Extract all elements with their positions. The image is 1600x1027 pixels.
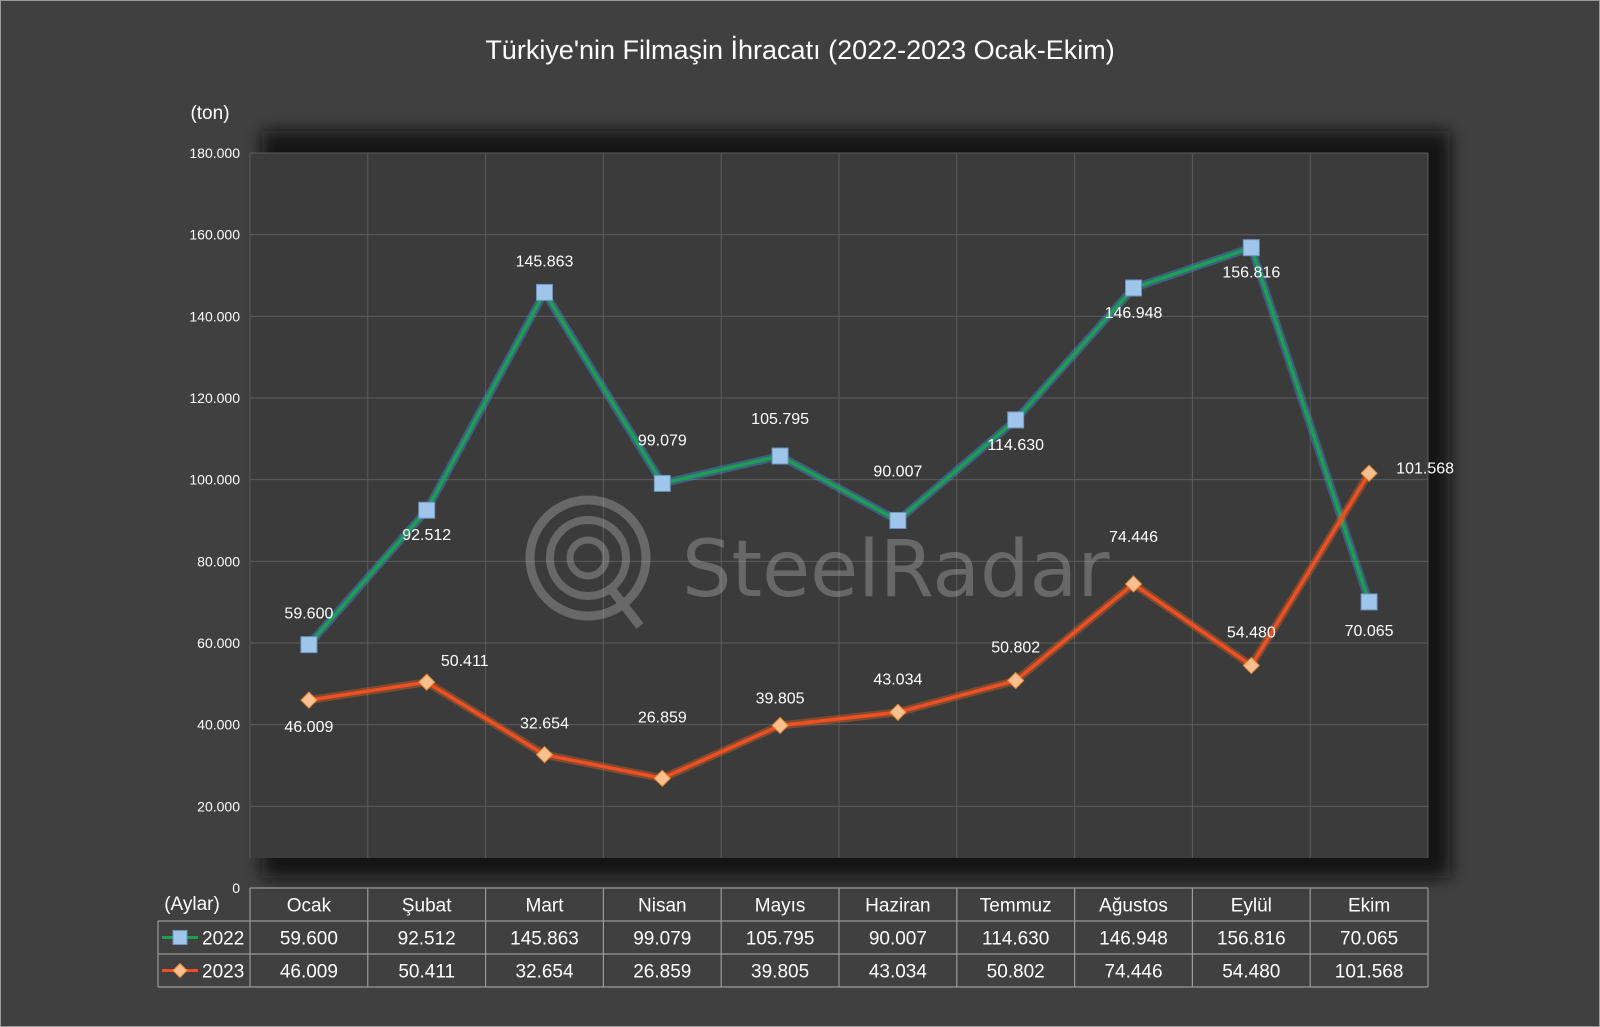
series-line-2023 [308,472,1371,781]
series-marker-2022 [418,501,436,519]
y-tick-label: 60.000 [197,635,240,651]
watermark-ring-outer [525,495,651,621]
x-tick-label: Şubat [402,896,452,917]
data-label-2022: 90.007 [873,463,922,480]
series-marker-2023 [1006,671,1025,690]
data-label-2022: 70.065 [1345,623,1394,640]
data-label-2023: 26.859 [638,709,687,726]
data-label-2023: 101.568 [1396,460,1454,477]
y-axis-label: (ton) [190,103,229,124]
table-cell-2022: 70.065 [1340,929,1398,950]
table-cell-2023: 50.802 [987,962,1045,983]
table-cell-2023: 101.568 [1335,962,1404,983]
y-tick-label: 20.000 [197,798,240,814]
y-tick-label: 80.000 [197,553,240,569]
legend-marker-2022 [172,930,188,945]
x-tick-label: Temmuz [980,896,1052,917]
data-label-2022: 114.630 [987,437,1044,454]
series-marker-2022 [1242,239,1260,257]
table-cell-2023: 43.034 [869,962,928,983]
y-tick-label: 120.000 [189,390,240,406]
watermark-ring-mid [546,516,630,600]
series-marker-2023 [417,673,436,691]
data-label-2023: 32.654 [520,716,569,733]
data-label-2022: 92.512 [402,527,451,544]
series-marker-2023 [889,703,907,721]
data-label-2023: 50.802 [991,640,1040,657]
data-label-2023: 50.411 [441,653,489,670]
series-marker-2023 [1242,656,1261,675]
table-cell-2023: 54.480 [1222,962,1280,983]
data-label-2022: 105.795 [751,411,809,428]
legend-marker-2023 [172,962,188,979]
x-tick-label: Nisan [638,896,687,917]
series-marker-2022 [771,447,789,465]
table-cell-2023: 50.411 [398,962,455,983]
y-tick-label: 40.000 [197,717,240,733]
x-tick-label: Mart [526,896,565,917]
table-cell-2022: 99.079 [633,929,691,950]
data-label-2023: 74.446 [1109,529,1158,546]
data-label-2022: 156.816 [1222,265,1280,282]
y-tick-label: 160.000 [189,227,240,243]
series-line-2022 [307,245,1371,646]
chart-title: Türkiye'nin Filmaşin İhracatı (2022-2023… [485,34,1114,65]
x-axis-label: (Aylar) [164,894,220,915]
x-tick-label: Ocak [287,896,332,917]
data-label-2022: 146.948 [1105,305,1163,322]
series-marker-2023 [300,691,318,709]
y-tick-label: 100.000 [189,472,240,488]
table-cell-2023: 32.654 [515,962,574,983]
table-cell-2022: 156.816 [1217,929,1286,950]
y-tick-label: 180.000 [189,145,240,161]
table-cell-2022: 145.863 [510,929,579,950]
series-marker-2022 [1125,279,1142,297]
table-cell-2022: 146.948 [1099,929,1168,950]
data-label-2023: 43.034 [873,671,922,688]
table-cell-2022: 59.600 [280,929,338,950]
table-cell-2023: 46.009 [280,962,338,983]
series-marker-2023 [771,716,789,735]
series-marker-2022 [889,511,907,529]
x-tick-label: Haziran [865,896,930,917]
y-tick-label: 0 [232,880,240,896]
series-marker-2022 [653,474,671,492]
legend-label-2022: 2022 [202,929,244,950]
table-cell-2023: 26.859 [633,962,691,983]
series-marker-2022 [1360,593,1378,611]
watermark-text: SteelRadar [682,525,1110,615]
data-label-2022: 99.079 [638,432,687,449]
series-marker-2022 [1007,411,1025,429]
table-cell-2022: 92.512 [398,929,456,950]
table-cell-2022: 105.795 [746,929,815,950]
table-cell-2023: 74.446 [1104,962,1162,983]
table-cell-2023: 39.805 [751,962,809,983]
x-tick-label: Ağustos [1099,896,1168,917]
watermark-tail [608,587,644,629]
table-cell-2022: 114.630 [982,929,1049,950]
data-label-2022: 59.600 [284,606,333,623]
y-tick-label: 140.000 [189,308,240,324]
table-cell-2022: 90.007 [869,929,927,950]
series-marker-2022 [300,636,318,654]
series-marker-2022 [536,283,553,301]
data-label-2022: 145.863 [516,253,574,270]
series-marker-2023 [1360,464,1378,482]
watermark-logo: SteelRadar [525,495,1110,629]
series-marker-2023 [535,745,554,764]
series-marker-2023 [1124,575,1143,593]
x-tick-label: Eylül [1231,896,1272,917]
x-tick-label: Mayıs [755,896,806,917]
data-label-2023: 54.480 [1227,625,1276,642]
watermark-ring-inner [566,536,610,580]
legend-label-2023: 2023 [202,962,244,983]
x-tick-label: Ekim [1348,896,1390,917]
data-label-2023: 46.009 [284,719,333,736]
series-marker-2023 [653,769,672,788]
data-label-2023: 39.805 [756,690,805,707]
